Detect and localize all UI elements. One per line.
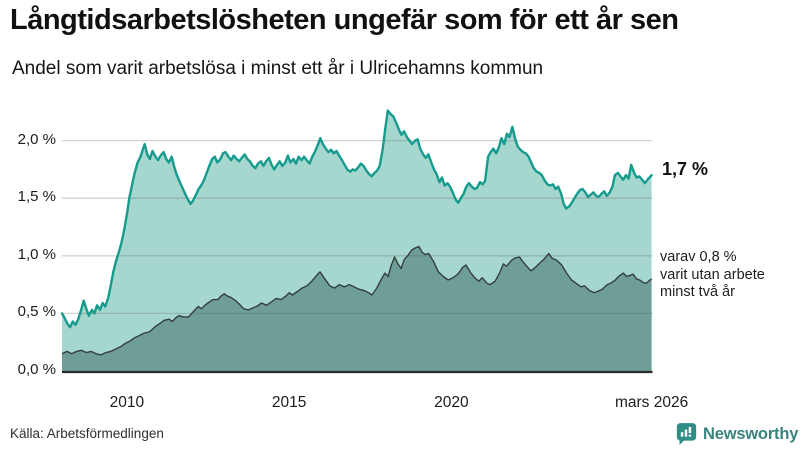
newsworthy-logo: Newsworthy (676, 422, 798, 446)
y-tick-label: 1,0 % (17, 245, 56, 263)
x-tick-label: 2010 (109, 394, 145, 411)
x-tick-label: 2015 (271, 394, 307, 411)
chart-subtitle: Andel som varit arbetslösa i minst ett å… (12, 58, 544, 79)
latest-value-label: 1,7 % (662, 159, 709, 179)
series-over-1yr-line (60, 109, 653, 329)
subseries-note: varav 0,8 % varit utan arbete minst två … (660, 249, 765, 302)
note-line: minst två år (660, 284, 735, 300)
chart-title: Långtidsarbetslösheten ungefär som för e… (10, 4, 679, 36)
y-tick-label: 0,0 % (17, 361, 56, 378)
series-over-2yr-line (61, 245, 653, 356)
y-tick-label: 2,0 % (17, 130, 56, 148)
source-text: Källa: Arbetsförmedlingen (10, 426, 164, 441)
newsworthy-icon (676, 423, 697, 445)
x-tick-label: mars 2026 (614, 394, 689, 411)
newsworthy-wordmark: Newsworthy (703, 424, 799, 443)
y-tick-label: 0,5 % (17, 303, 56, 321)
note-line: varit utan arbete (660, 266, 765, 283)
series-over-2yr-area (62, 246, 652, 371)
x-tick-label: 2020 (434, 394, 469, 411)
note-line: varav 0,8 % (660, 249, 737, 265)
y-tick-label: 1,5 % (17, 188, 56, 206)
